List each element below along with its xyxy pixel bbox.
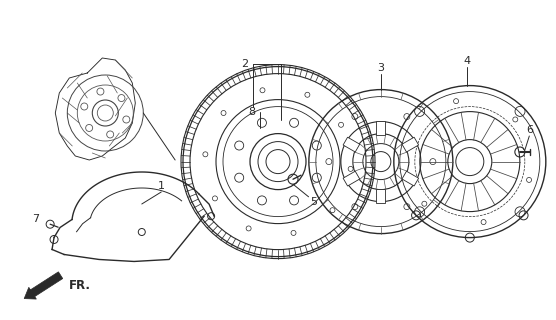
Text: 7: 7 (33, 214, 39, 224)
Text: 8: 8 (249, 107, 256, 117)
Text: 2: 2 (241, 59, 249, 69)
FancyBboxPatch shape (343, 137, 360, 152)
Text: 6: 6 (526, 125, 533, 135)
Text: 5: 5 (310, 197, 317, 207)
FancyBboxPatch shape (376, 121, 385, 135)
FancyBboxPatch shape (343, 171, 360, 186)
FancyBboxPatch shape (402, 171, 419, 186)
Text: 3: 3 (378, 63, 384, 73)
FancyBboxPatch shape (402, 137, 419, 152)
Text: 4: 4 (464, 56, 470, 66)
FancyArrow shape (24, 272, 63, 299)
Text: 1: 1 (158, 181, 165, 191)
FancyBboxPatch shape (376, 188, 385, 203)
Text: FR.: FR. (68, 279, 91, 292)
